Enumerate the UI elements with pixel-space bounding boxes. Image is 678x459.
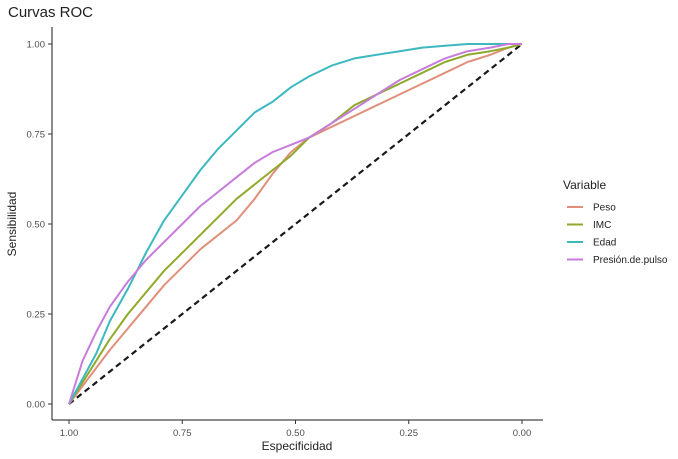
- reference-diagonal: [68, 43, 523, 405]
- legend-label-edad: Edad: [593, 238, 616, 249]
- x-tick-label: 1.00: [60, 428, 79, 439]
- legend: Variable Peso IMC Edad Presión.de.pulso: [563, 178, 668, 266]
- series-layer: [68, 43, 523, 405]
- y-tick-label: 1.00: [27, 40, 46, 51]
- tick-layer: 1.00 0.75 0.50 0.25 0.00 0.00 0.25 0.50 0.75 1.00: [27, 40, 532, 440]
- series-line-imc: [68, 43, 523, 405]
- x-tick-label: 0.75: [173, 428, 192, 439]
- y-axis-title: Sensibilidad: [5, 192, 19, 257]
- series-line-presi-n-de-pulso: [68, 43, 522, 405]
- y-tick-label: 0.00: [27, 400, 46, 411]
- y-tick-label: 0.25: [27, 310, 46, 321]
- y-tick-label: 0.50: [27, 220, 46, 231]
- y-tick-label: 0.75: [27, 130, 46, 141]
- series-line-edad: [68, 43, 522, 405]
- legend-label-presi-n-de-pulso: Presión.de.pulso: [593, 255, 668, 266]
- series-line-peso: [68, 43, 523, 405]
- legend-title: Variable: [563, 178, 606, 192]
- x-tick-label: 0.25: [400, 428, 419, 439]
- legend-label-imc: IMC: [593, 220, 611, 231]
- reference-layer: [68, 43, 523, 405]
- x-tick-label: 0.00: [513, 428, 532, 439]
- legend-label-peso: Peso: [593, 203, 616, 214]
- legend-items: Peso IMC Edad Presión.de.pulso: [567, 203, 668, 266]
- chart-title: Curvas ROC: [8, 4, 94, 21]
- x-axis-title: Especificidad: [262, 439, 333, 453]
- x-tick-label: 0.50: [286, 428, 305, 439]
